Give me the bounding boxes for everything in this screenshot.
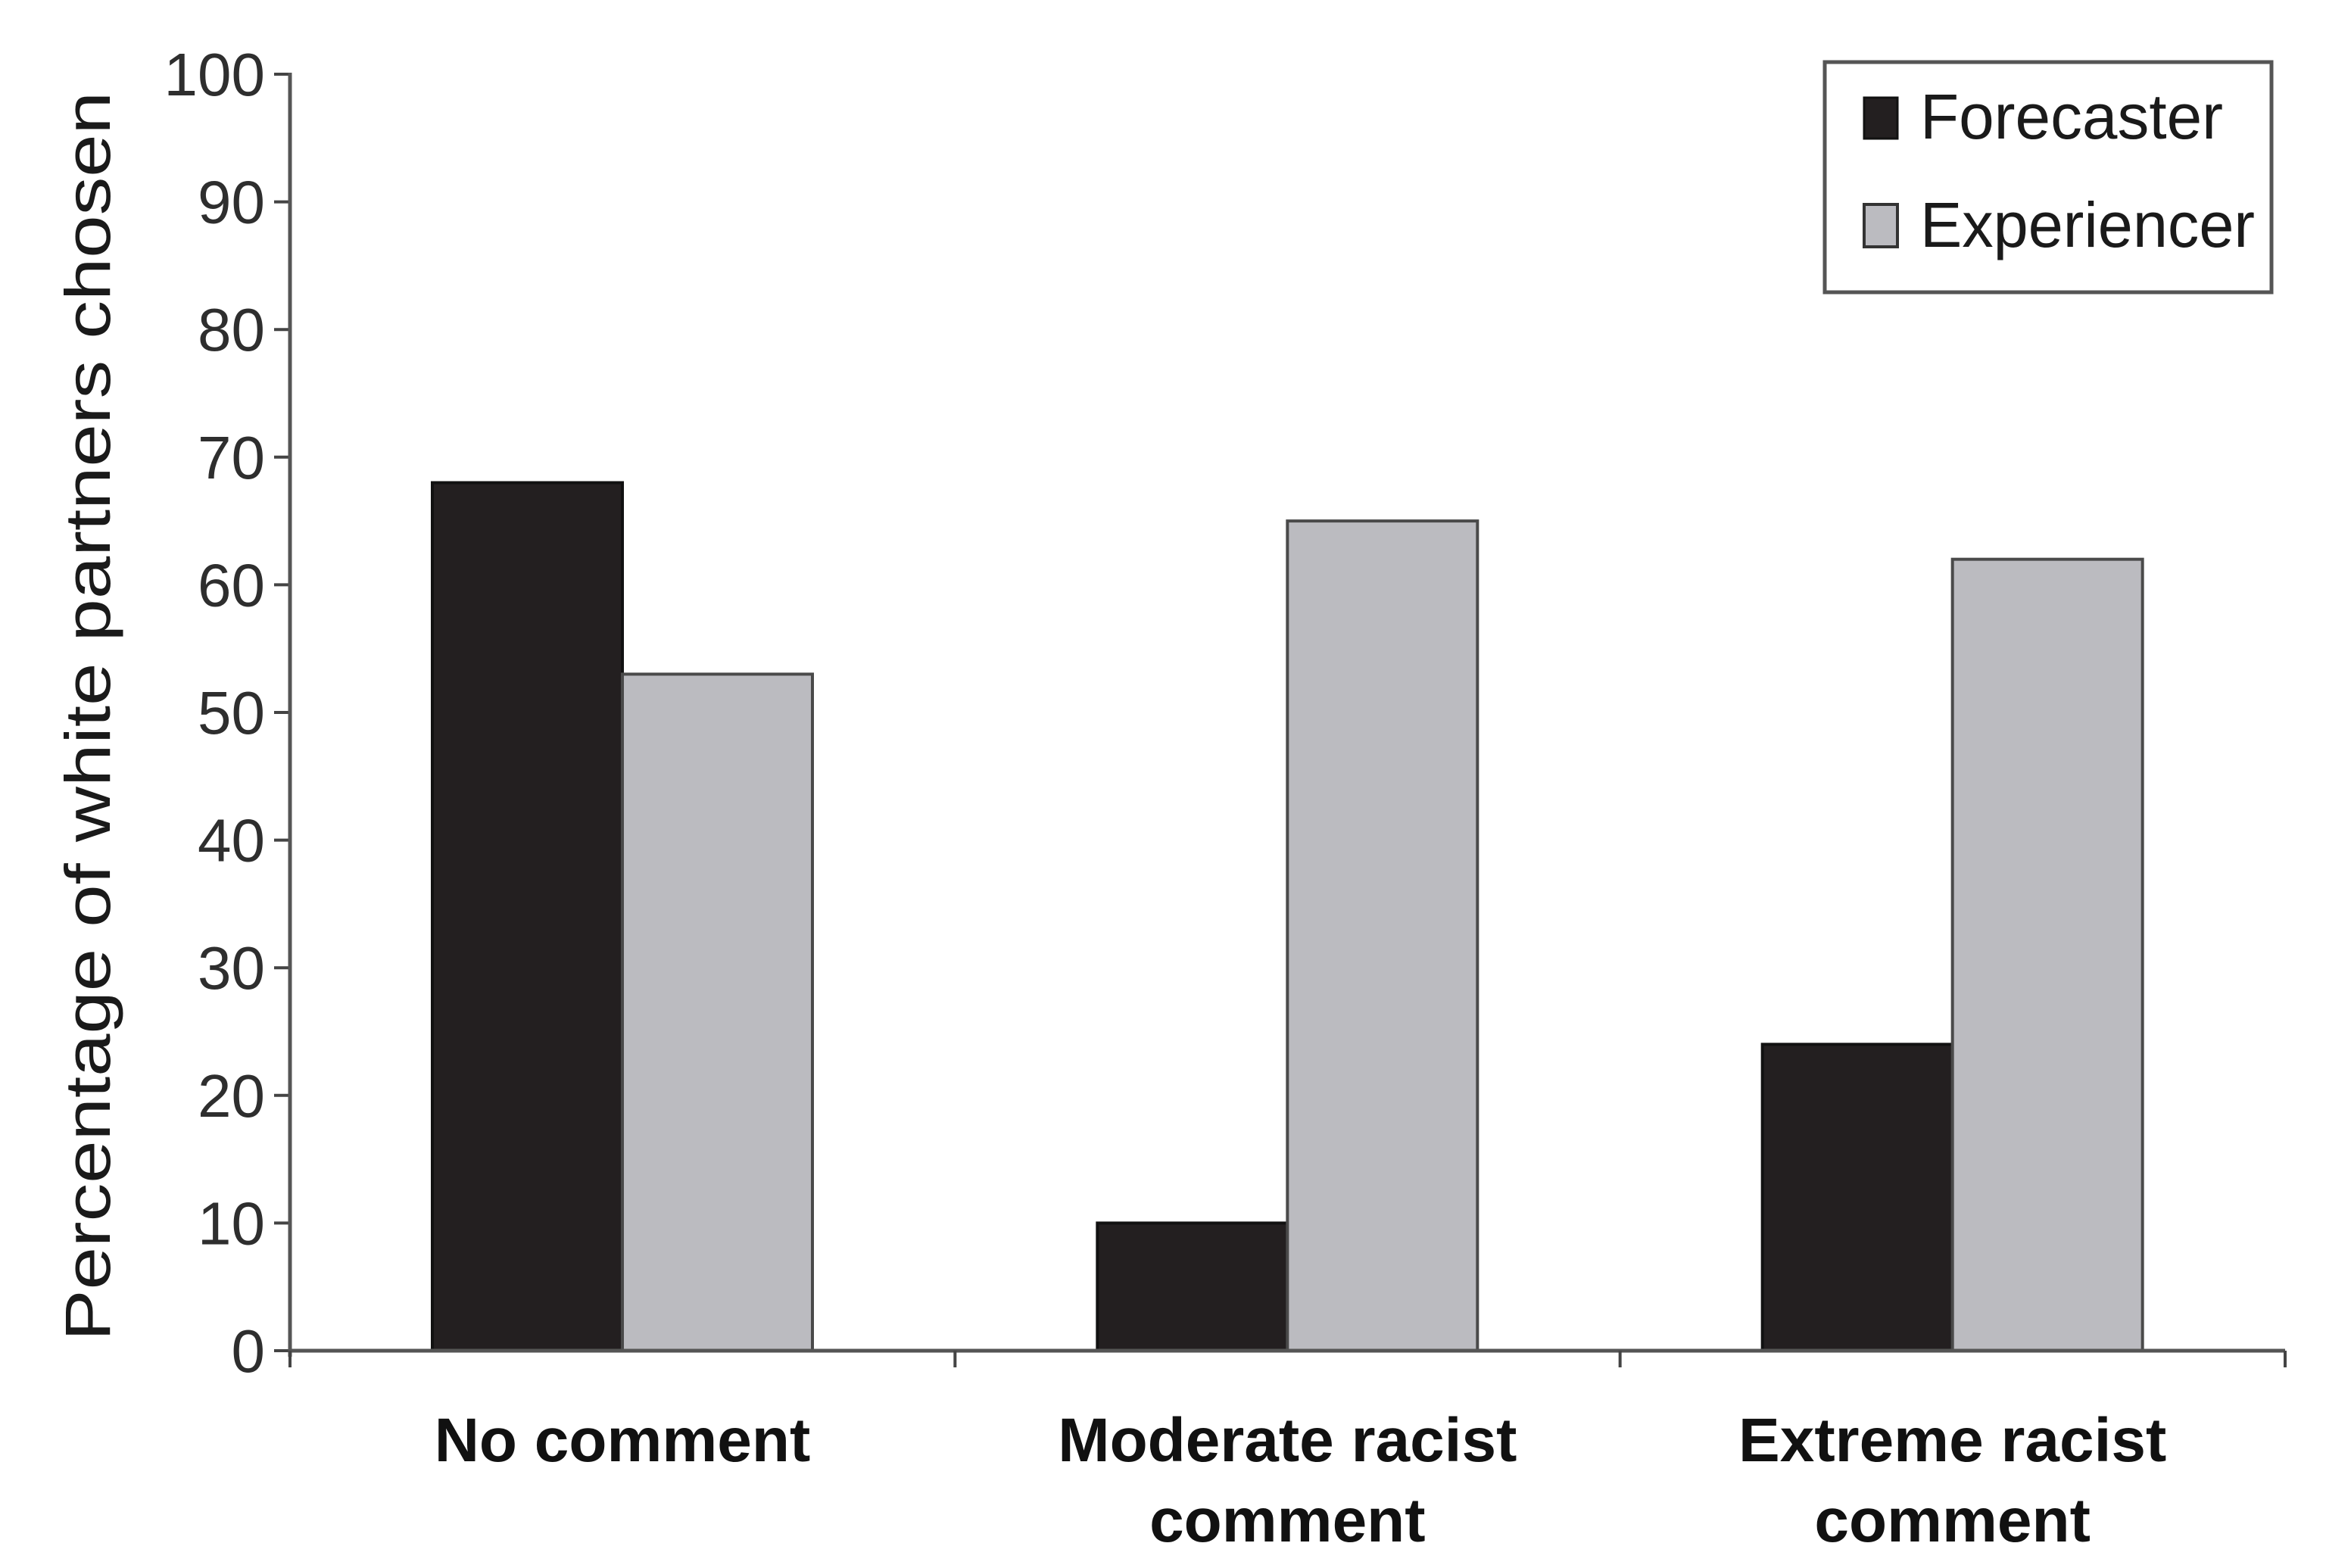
bar-forecaster-2: [1760, 1043, 1954, 1352]
bar-experiencer-0: [621, 672, 814, 1352]
bar-forecaster-0: [431, 481, 624, 1352]
legend-item-experiencer: Experiencer: [1863, 189, 2255, 260]
y-tick-label: 90: [198, 169, 265, 236]
legend-swatch-forecaster: [1863, 96, 1899, 140]
y-tick-label: 0: [232, 1317, 266, 1385]
y-axis-ticks: 0 10 20 30 40 50 60 70 80 90 100: [164, 41, 290, 1385]
legend-item-forecaster: Forecaster: [1863, 81, 2223, 152]
x-axis-ticks: [288, 1351, 2287, 1367]
bar-series: [431, 481, 2144, 1353]
legend-box: [1822, 60, 2274, 295]
y-tick-label: 100: [164, 41, 265, 108]
bar-experiencer-1: [1286, 519, 1479, 1352]
y-tick-label: 50: [198, 679, 265, 747]
x-axis-labels: No comment Moderate racist comment Extreme …: [435, 1406, 2167, 1555]
y-axis-title: Percentage of white partners chosen: [52, 92, 123, 1341]
y-tick-label: 80: [198, 296, 265, 363]
y-tick-label: 40: [198, 807, 265, 874]
y-tick-label: 10: [198, 1189, 265, 1257]
legend: Forecaster Experiencer: [1822, 60, 2274, 295]
y-tick-label: 60: [198, 551, 265, 619]
x-category-label: comment: [1814, 1486, 2091, 1555]
y-tick-label: 30: [198, 934, 265, 1002]
y-tick-label: 70: [198, 424, 265, 491]
legend-label-forecaster: Forecaster: [1920, 81, 2223, 152]
x-category-label: No comment: [435, 1406, 811, 1475]
legend-label-experiencer: Experiencer: [1920, 189, 2255, 260]
x-category-label: Extreme racist: [1738, 1406, 2166, 1475]
bar-forecaster-1: [1096, 1221, 1289, 1353]
bar-experiencer-2: [1950, 557, 2144, 1352]
x-category-label: comment: [1149, 1486, 1426, 1555]
x-category-label: Moderate racist: [1058, 1406, 1517, 1475]
legend-swatch-experiencer: [1863, 203, 1899, 248]
y-tick-label: 20: [198, 1062, 265, 1130]
